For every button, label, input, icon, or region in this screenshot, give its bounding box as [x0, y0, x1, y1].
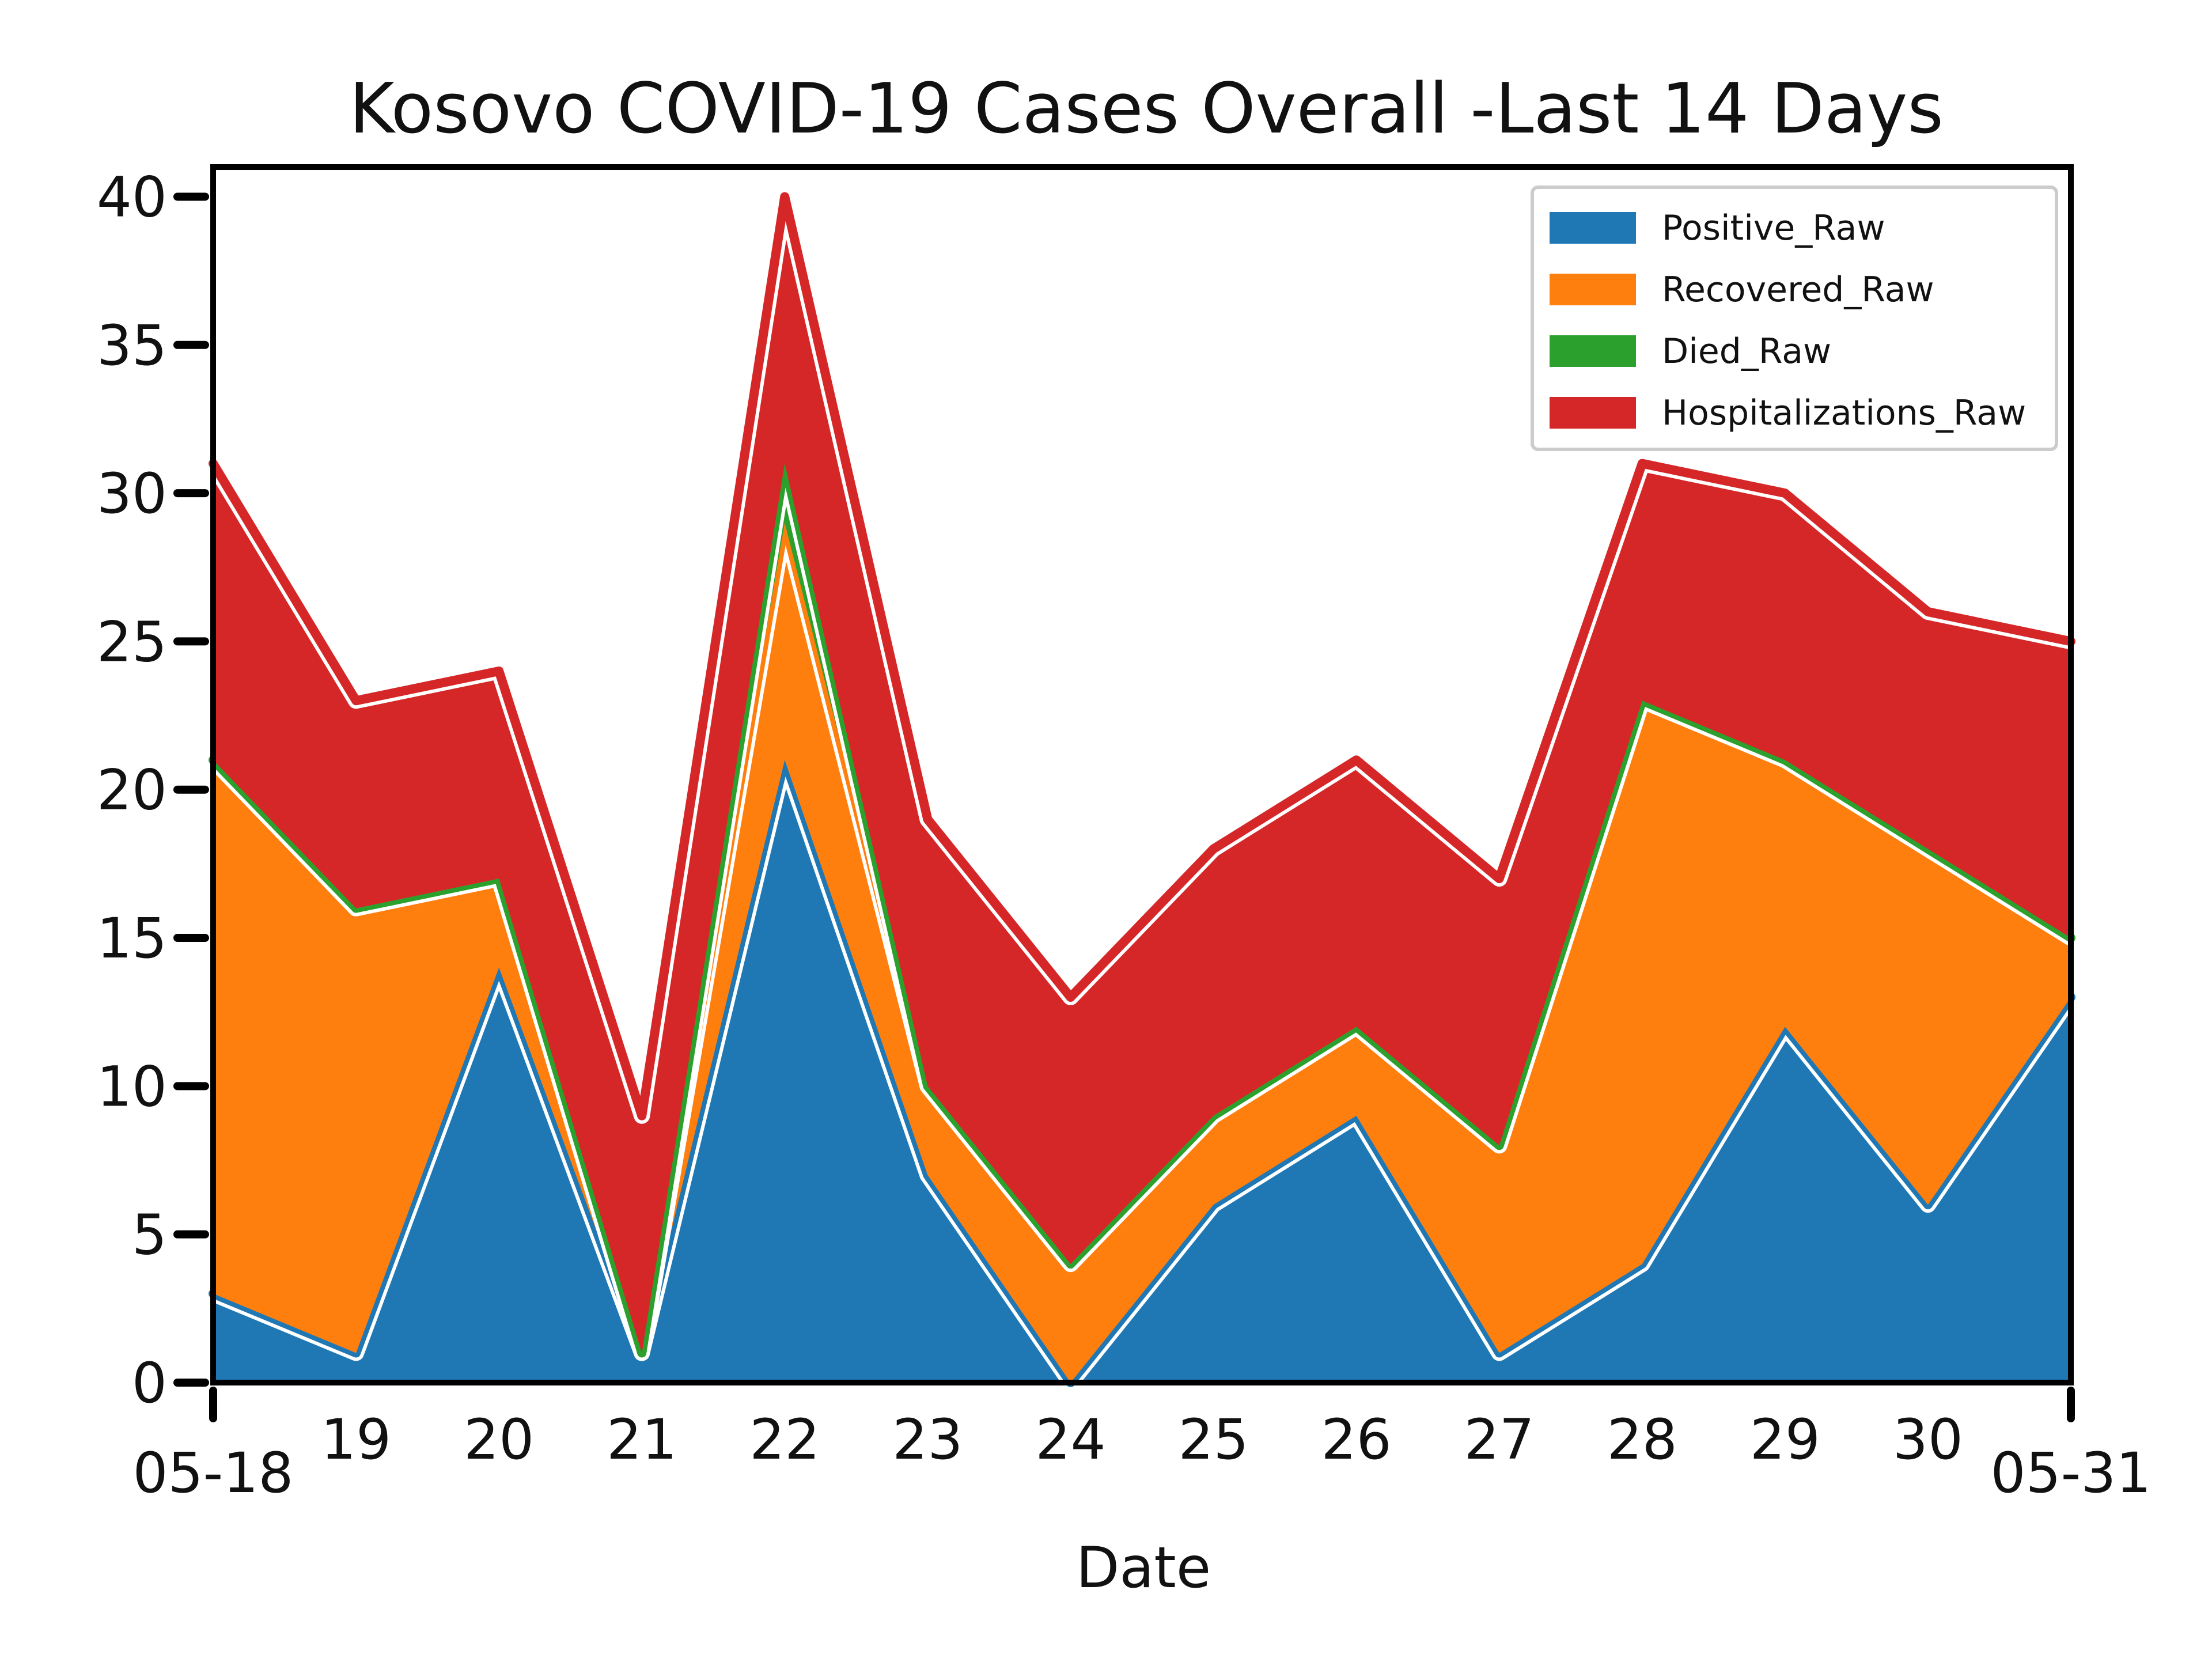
x-tick-label: 26 [1321, 1407, 1392, 1472]
x-tick-label: 27 [1464, 1407, 1535, 1472]
x-axis-label: Date [1076, 1535, 1211, 1601]
x-tick-label: 21 [607, 1407, 677, 1472]
axes-layer: 0 5 10 15 20 25 30 35 40 05-18 19 20 21 22 23 24 25 26 27 2… [97, 164, 2152, 1505]
y-tick-label: 25 [97, 609, 167, 674]
legend-box [1531, 185, 2058, 451]
x-tick-label: 30 [1893, 1407, 1963, 1472]
x-tick-label: 22 [749, 1407, 820, 1472]
x-tick-label: 19 [321, 1407, 391, 1472]
y-tick-label: 40 [97, 165, 167, 229]
x-tick-label: 25 [1178, 1407, 1248, 1472]
legend-swatch-recovered-raw [1550, 274, 1636, 305]
legend-label-recovered-raw: Recovered_Raw [1662, 270, 1934, 310]
x-tick-label: 20 [464, 1407, 534, 1472]
legend: Positive_Raw Recovered_Raw Died_Raw Hospita… [1531, 185, 2058, 451]
legend-swatch-hospitalizations-raw [1550, 397, 1636, 429]
series-hospitalizations-raw [205, 188, 2079, 1353]
y-tick-label: 10 [97, 1054, 167, 1119]
y-tick-label: 30 [97, 461, 167, 526]
x-tick-label: 23 [892, 1407, 963, 1472]
plot-frame [210, 164, 2074, 1385]
legend-swatch-positive-raw [1550, 212, 1636, 244]
y-tick-label: 15 [97, 906, 167, 971]
y-tick-label: 20 [97, 758, 167, 823]
area-hospitalizations-raw [213, 196, 2071, 1353]
y-tick-label: 0 [132, 1351, 167, 1415]
legend-label-died-raw: Died_Raw [1662, 331, 1831, 372]
y-tick-label: 35 [97, 313, 167, 378]
x-tick-label: 28 [1607, 1407, 1677, 1472]
areas-layer [205, 188, 2079, 1391]
x-tick-label: 05-31 [1991, 1441, 2152, 1505]
x-tick-label: 29 [1750, 1407, 1820, 1472]
line-hospitalizations-raw [209, 192, 2075, 1120]
y-tick-label: 5 [132, 1203, 167, 1267]
x-tick-label: 05-18 [133, 1441, 294, 1505]
legend-swatch-died-raw [1550, 335, 1636, 367]
chart-title: Kosovo COVID-19 Cases Overall -Last 14 D… [349, 69, 1944, 149]
legend-label-hospitalizations-raw: Hospitalizations_Raw [1662, 393, 2026, 433]
x-tick-label: 24 [1035, 1407, 1105, 1472]
legend-label-positive-raw: Positive_Raw [1662, 208, 1885, 248]
